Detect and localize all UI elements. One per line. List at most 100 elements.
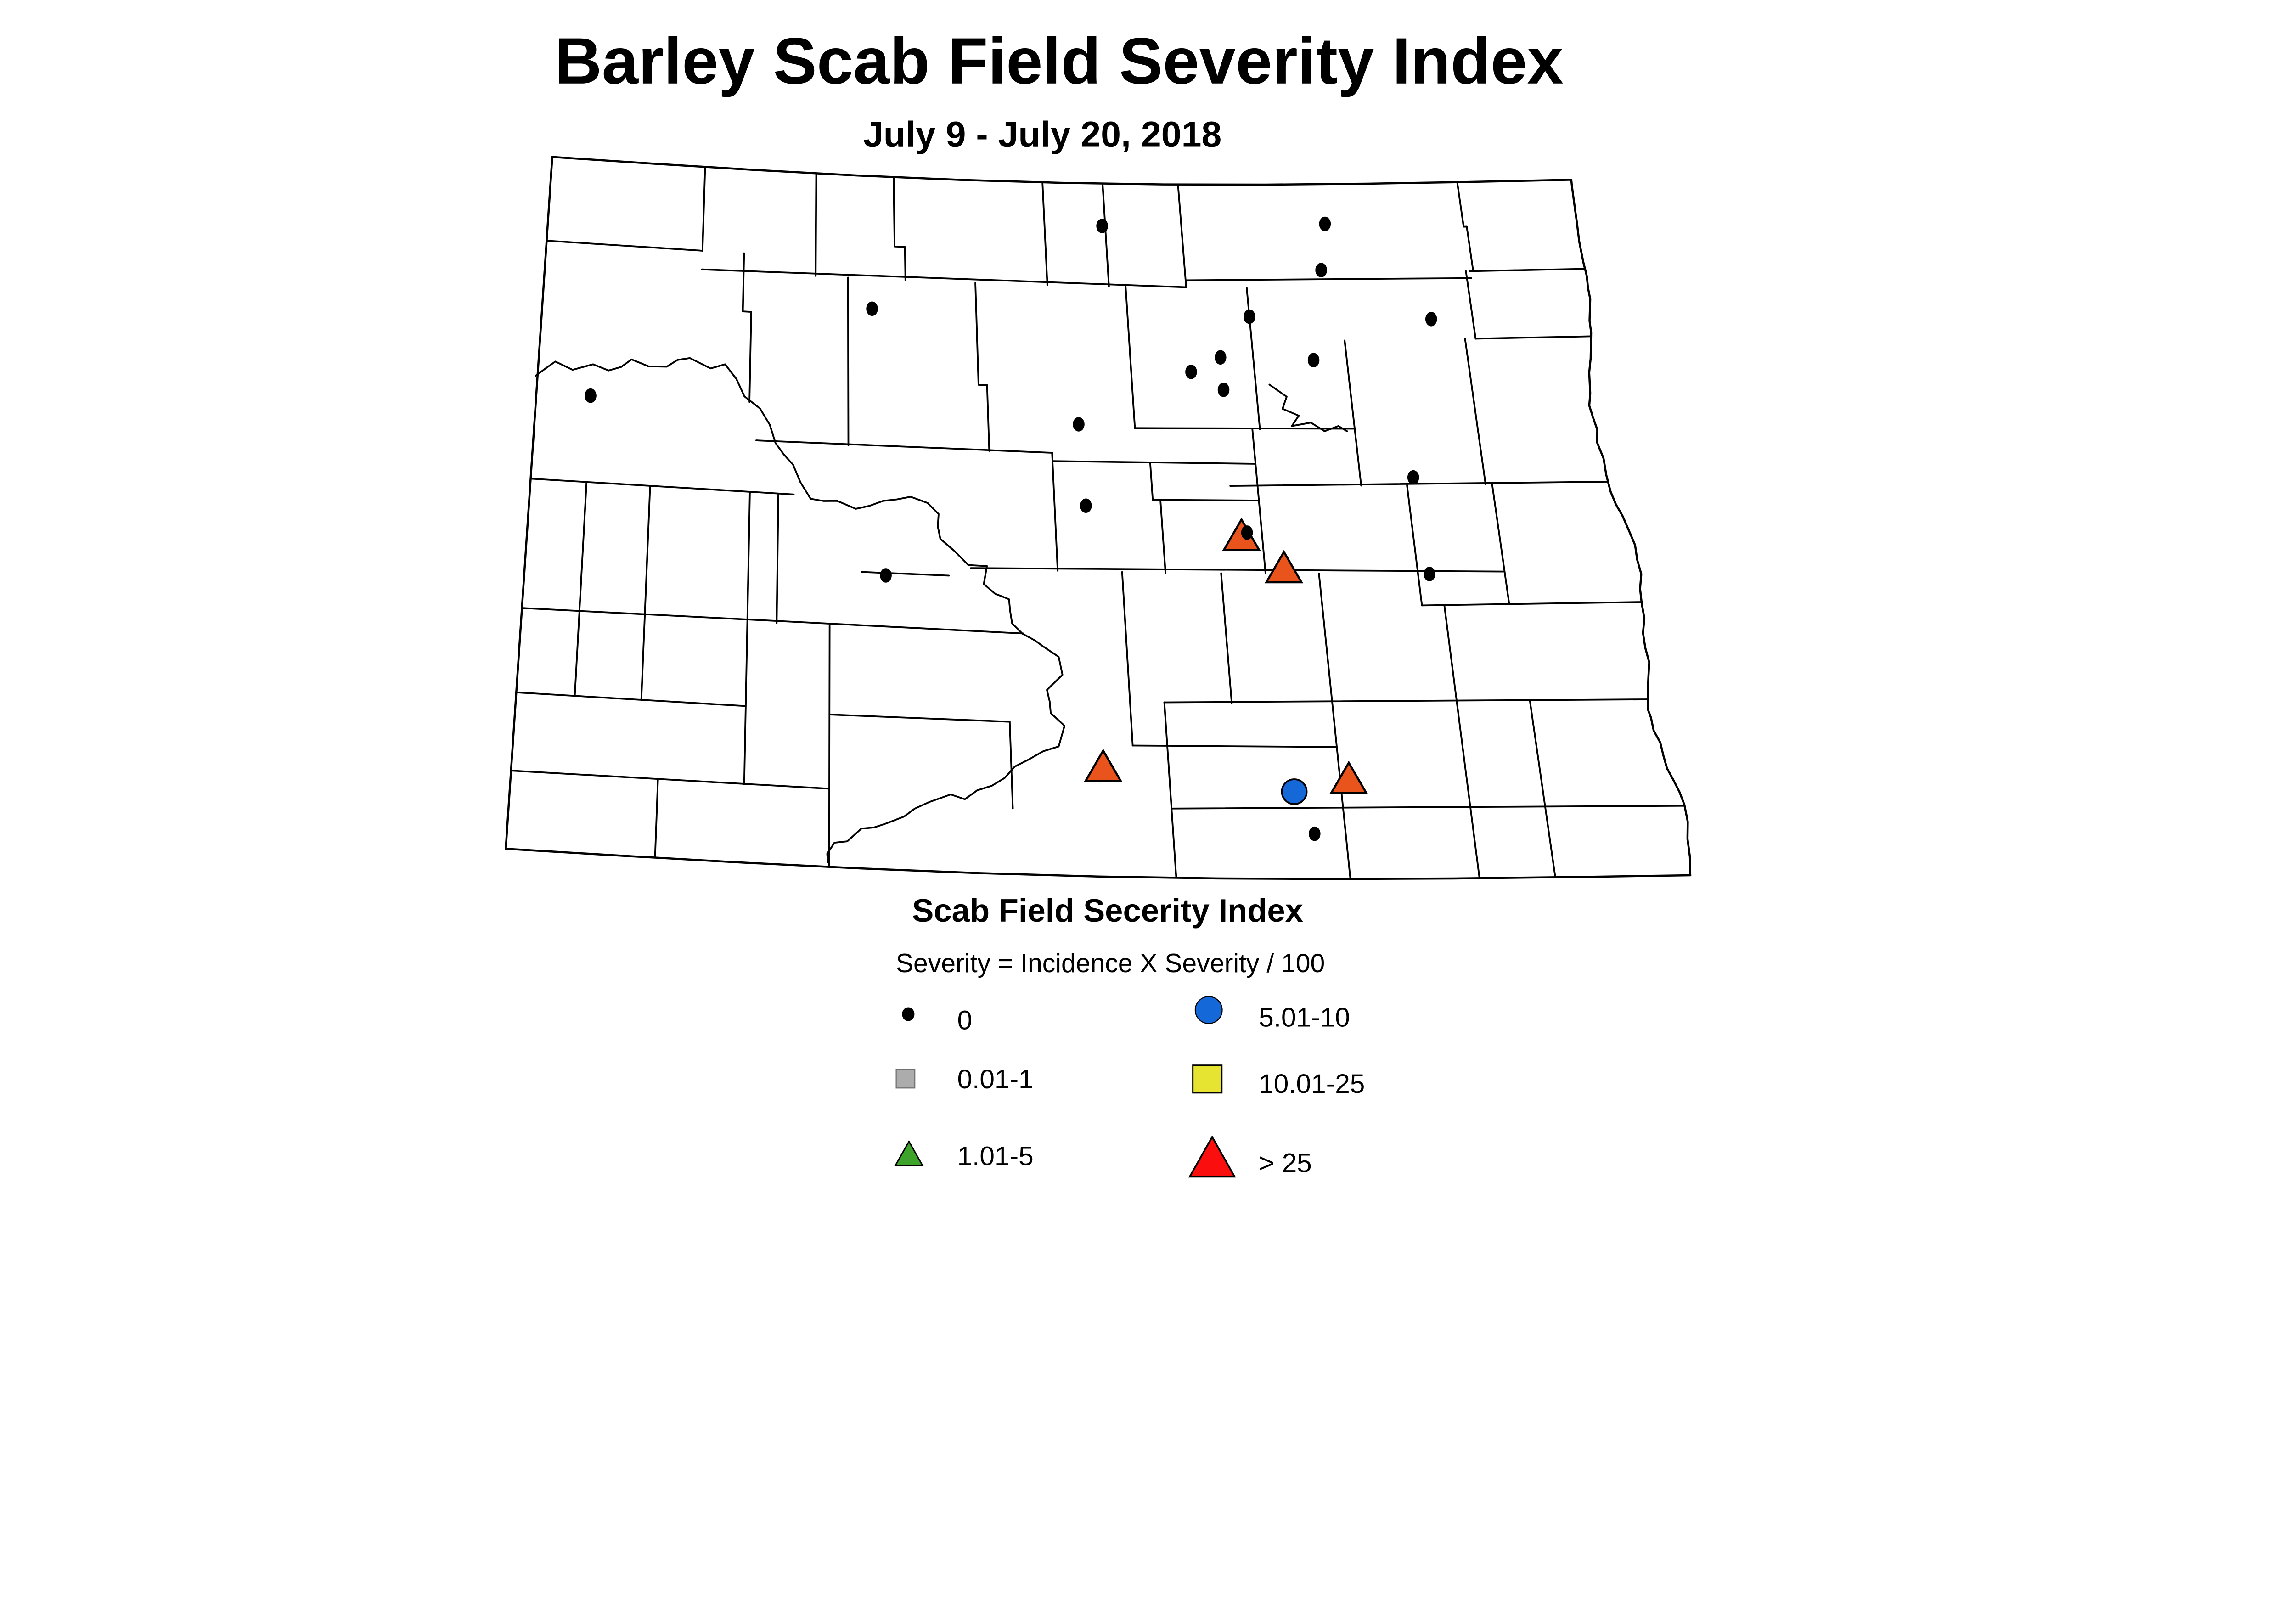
county-boundary	[1131, 744, 1338, 748]
map-point-zero-dot	[1073, 417, 1085, 432]
county-boundary	[1318, 572, 1351, 880]
north-dakota-county-map	[505, 156, 1692, 880]
county-boundary	[1102, 182, 1110, 287]
county-boundary	[893, 176, 906, 281]
county-boundary	[1406, 484, 1423, 607]
legend-item-zero: 0	[902, 1006, 972, 1036]
county-boundary	[1041, 181, 1048, 286]
county-boundary	[828, 625, 831, 868]
county-boundary	[521, 607, 1024, 635]
legend: Scab Field Secerity Index Severity = Inc…	[894, 892, 1365, 1178]
map-point-zero-dot	[1319, 216, 1331, 231]
county-boundary	[1125, 286, 1136, 429]
page: Barley Scab Field Severity Index July 9 …	[505, 24, 1692, 1178]
map-point-zero-dot	[1315, 263, 1327, 277]
county-boundary	[847, 276, 850, 446]
county-boundary	[1008, 721, 1014, 810]
legend-item-1-01-5: 1.01-5	[894, 1140, 1034, 1171]
legend-item-10-01-25: 10.01-25	[1192, 1064, 1365, 1099]
county-boundary	[1229, 481, 1609, 487]
legend-label: 10.01-25	[1259, 1069, 1365, 1099]
county-boundary	[755, 439, 1053, 454]
blue-circle-icon	[1194, 996, 1223, 1024]
map-point-zero-dot	[1407, 470, 1419, 485]
county-boundary	[970, 567, 1506, 573]
map-point-zero-dot	[1424, 567, 1435, 581]
county-boundary	[1177, 183, 1187, 288]
figure-title: Barley Scab Field Severity Index	[555, 25, 1564, 98]
county-boundary	[1171, 805, 1686, 810]
gray-square-icon	[895, 1069, 916, 1089]
county-boundary	[1464, 338, 1486, 485]
county-boundary	[1529, 700, 1556, 878]
county-boundary	[743, 491, 751, 785]
county-boundary	[1469, 268, 1586, 272]
county-boundary	[1185, 277, 1472, 281]
county-boundary	[1121, 571, 1134, 747]
green-triangle-icon	[894, 1140, 924, 1166]
yellow-square-icon	[1192, 1064, 1223, 1094]
map-point-over-25-triangle	[1329, 760, 1368, 794]
county-boundary	[515, 691, 747, 707]
county-boundary	[1220, 572, 1233, 704]
county-boundary	[974, 282, 990, 452]
county-boundary	[776, 493, 779, 624]
legend-item-5-01-10: 5.01-10	[1194, 996, 1350, 1033]
map-point-zero-dot	[880, 568, 892, 583]
map-point-zero-dot	[1244, 309, 1255, 324]
legend-formula: Severity = Incidence X Severity / 100	[896, 949, 1325, 978]
county-boundary	[701, 166, 706, 252]
county-boundary	[640, 485, 651, 701]
county-boundary	[574, 481, 588, 697]
map-point-5-01-10-circle	[1281, 778, 1308, 805]
map-point-zero-dot	[585, 388, 597, 403]
legend-label: 0.01-1	[957, 1064, 1034, 1094]
county-boundary	[1474, 335, 1592, 340]
county-boundary	[701, 268, 1187, 288]
legend-label: 5.01-10	[1259, 1003, 1350, 1033]
missouri-river	[534, 357, 1066, 863]
county-boundary	[1163, 698, 1649, 704]
county-boundary	[1443, 604, 1480, 879]
county-boundary	[1052, 460, 1257, 465]
legend-label: 1.01-5	[957, 1142, 1034, 1171]
state-border	[505, 156, 1692, 880]
county-boundary	[1456, 181, 1474, 272]
county-boundary	[1344, 339, 1362, 487]
map-point-zero-dot	[866, 301, 878, 316]
county-boundary	[1163, 701, 1177, 879]
map-point-over-25-triangle	[1264, 550, 1304, 584]
county-boundary	[1149, 462, 1166, 574]
legend-title: Scab Field Secerity Index	[912, 892, 1303, 929]
map-point-zero-dot	[1214, 350, 1227, 365]
map-point-zero-dot	[1425, 312, 1437, 327]
legend-label: > 25	[1259, 1148, 1312, 1178]
map-markers	[585, 216, 1437, 841]
county-boundary	[529, 478, 795, 495]
map-point-zero-dot	[1096, 219, 1108, 233]
county-boundary	[861, 571, 950, 577]
map-point-zero-dot	[1307, 353, 1320, 368]
county-boundary	[1465, 270, 1477, 340]
county-boundary	[546, 240, 703, 252]
map-point-zero-dot	[1309, 826, 1321, 841]
map-point-zero-dot	[1217, 383, 1230, 397]
county-boundary	[1491, 483, 1510, 605]
legend-item-over-25: > 25	[1188, 1135, 1312, 1178]
map-point-over-25-triangle	[1084, 749, 1123, 782]
legend-item-0-01-1: 0.01-1	[895, 1064, 1034, 1094]
map-point-zero-dot	[1241, 525, 1253, 540]
red-triangle-icon	[1188, 1135, 1236, 1178]
figure-subtitle: July 9 - July 20, 2018	[863, 114, 1221, 154]
legend-label: 0	[957, 1006, 973, 1036]
county-boundary	[1051, 452, 1059, 572]
black-dot-icon	[902, 1007, 915, 1021]
county-boundary	[742, 252, 752, 403]
county-boundary	[654, 778, 659, 859]
county-boundary	[1159, 499, 1260, 501]
county-boundary	[510, 770, 830, 790]
devils-lake-shore	[1268, 383, 1348, 432]
barley-scab-severity-figure: Barley Scab Field Severity Index July 9 …	[505, 24, 1692, 1178]
county-boundary	[828, 714, 1011, 723]
map-point-zero-dot	[1080, 498, 1092, 513]
